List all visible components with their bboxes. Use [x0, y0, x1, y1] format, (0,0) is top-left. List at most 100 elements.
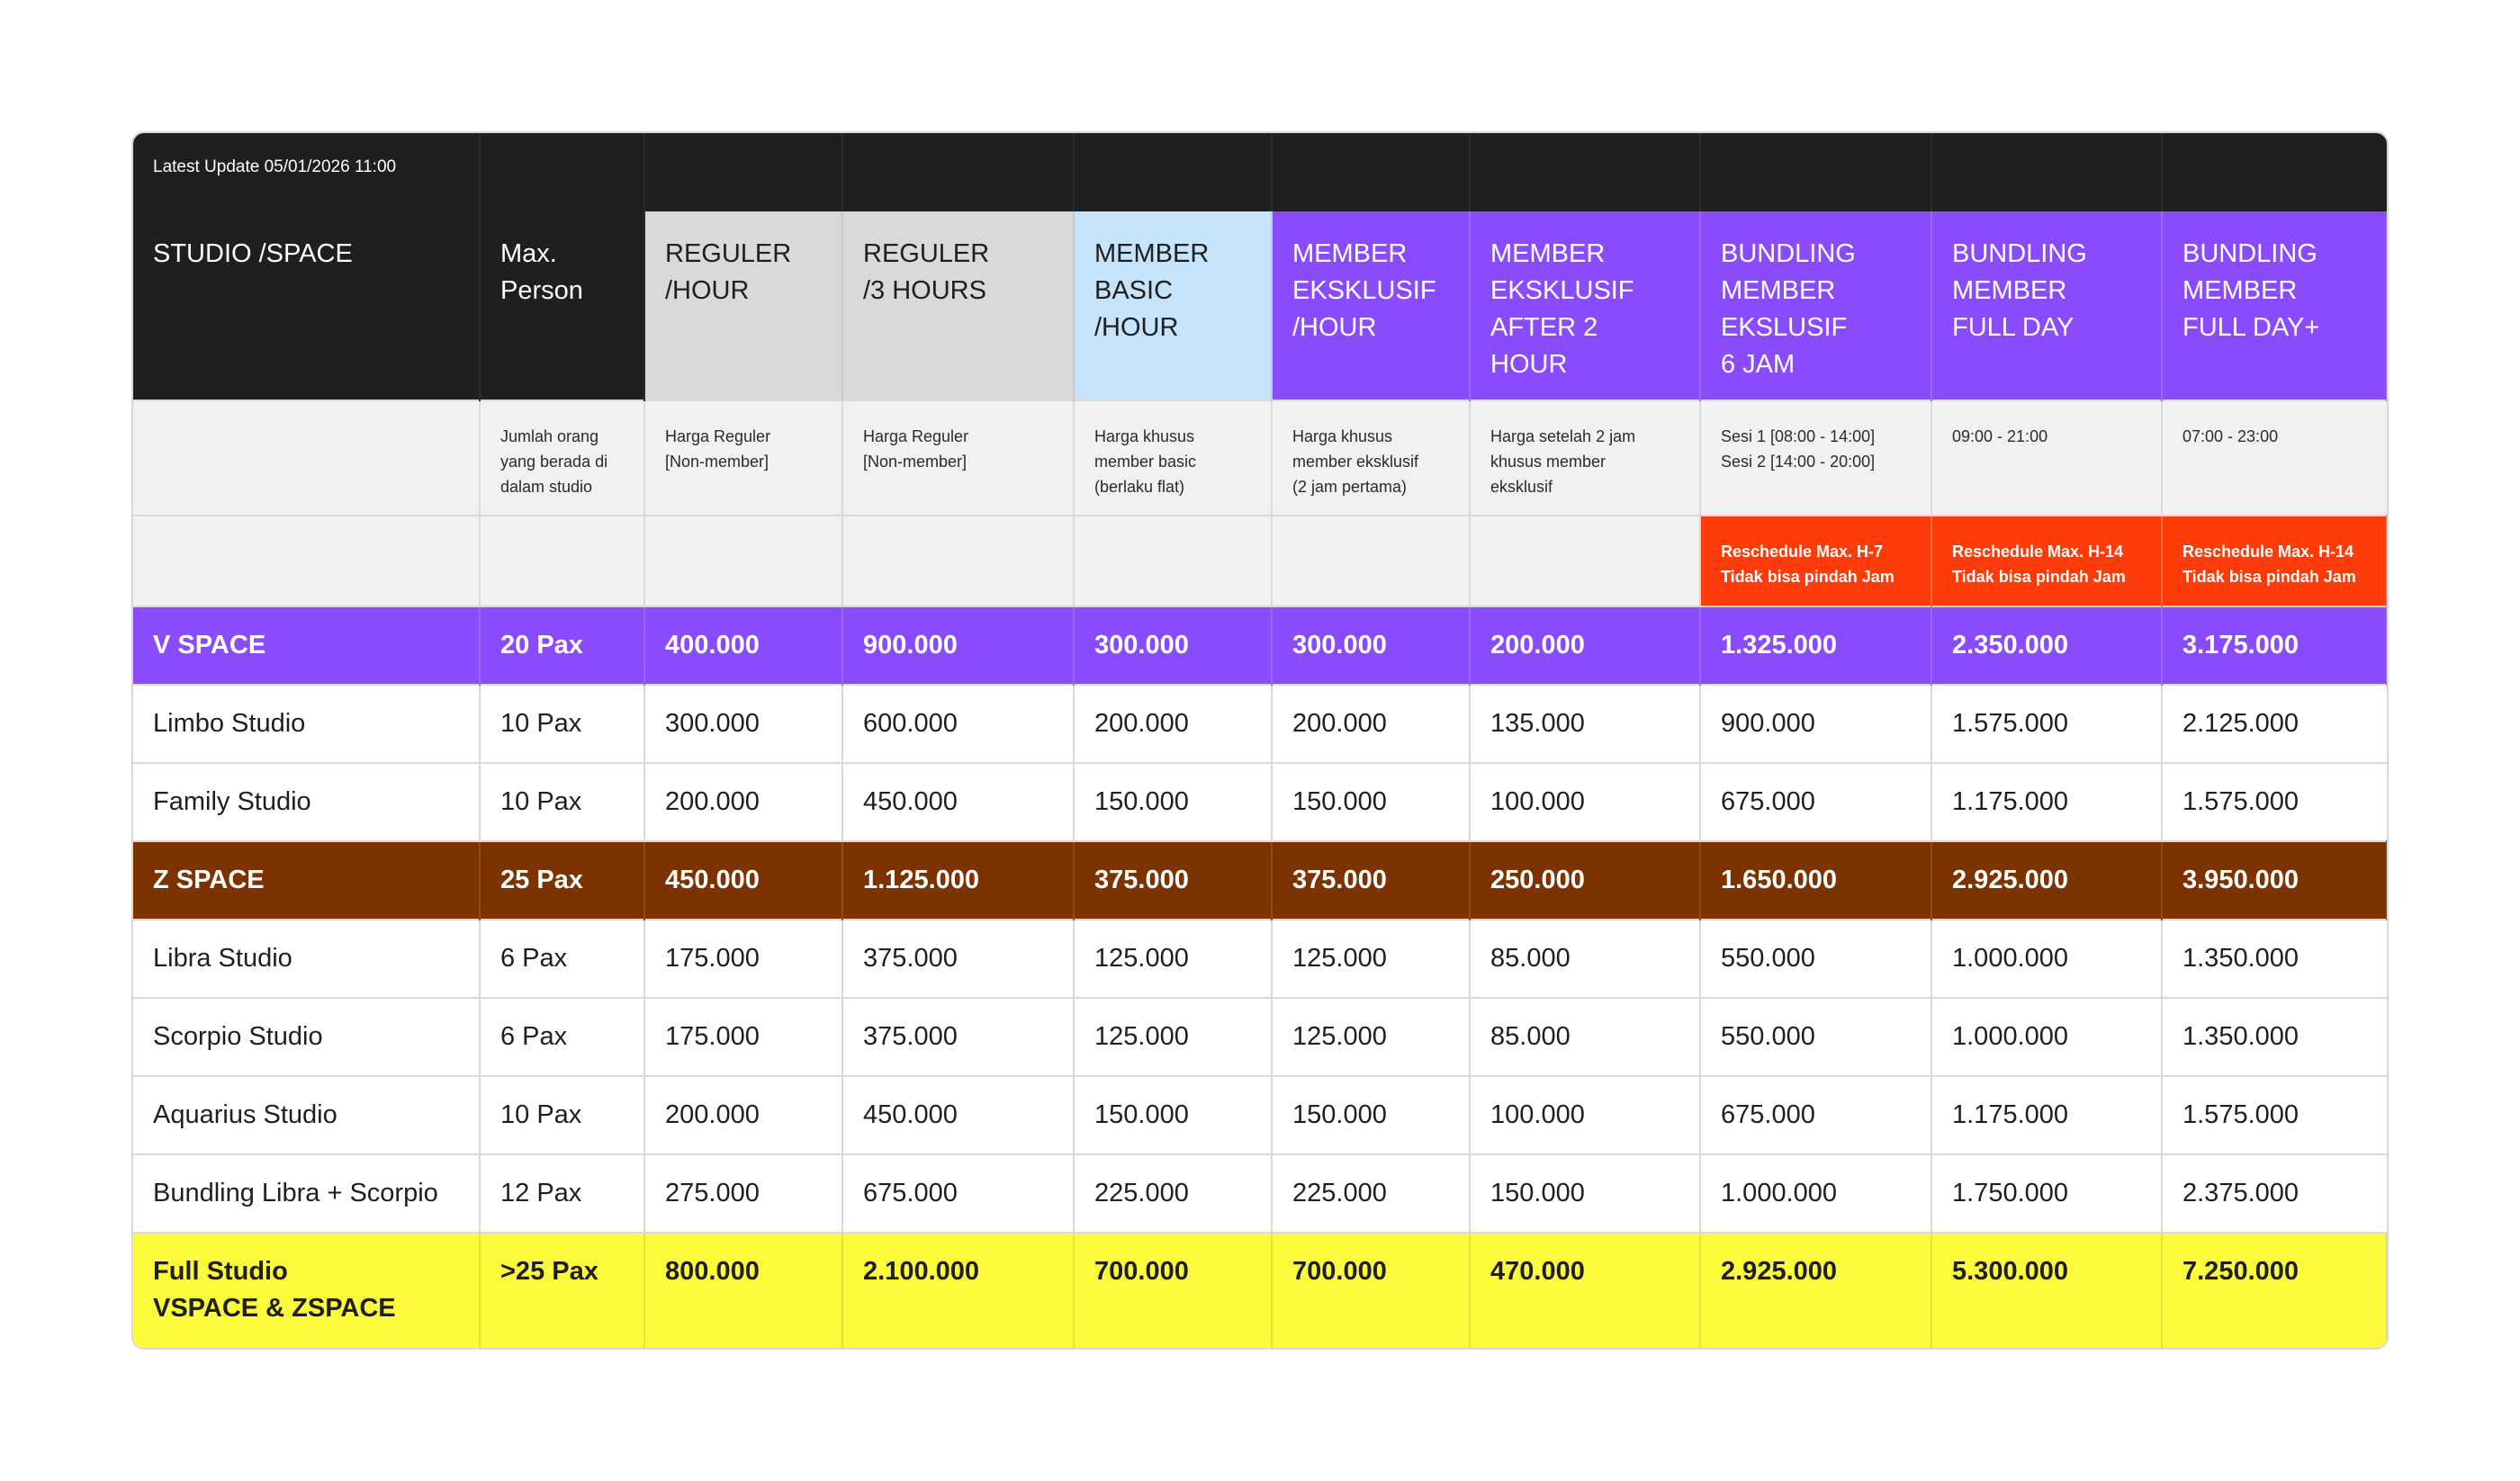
table-row-libra-studio: Libra Studio 6 Pax 175.000 375.000 125.0…: [133, 920, 2387, 998]
header-bundling-full-day: BUNDLING MEMBER FULL DAY: [1931, 211, 2163, 400]
table-cell: 1.350.000: [2182, 944, 2300, 973]
table-cell: 175.000: [644, 920, 843, 998]
studio-name: Aquarius Studio: [133, 1076, 481, 1154]
table-cell: 2.375.000: [2182, 1179, 2300, 1207]
table-cell: 1.000.000: [1700, 1154, 1932, 1233]
desc-max-person: Jumlah orang yang berada di dalam studio: [480, 400, 645, 516]
table-cell: 1.175.000: [1931, 763, 2163, 841]
studio-name: Limbo Studio: [133, 685, 481, 763]
header-bundling-6-jam: BUNDLING MEMBER EKSLUSIF 6 JAM: [1700, 211, 1932, 400]
table-cell: 20 Pax: [480, 606, 645, 685]
studio-name: Z SPACE: [133, 841, 481, 920]
table-cell: 2.100.000: [842, 1233, 1075, 1348]
table-cell: 2.350.000: [1931, 606, 2163, 685]
table-cell: 450.000: [644, 841, 843, 920]
table-cell: 125.000: [1272, 920, 1471, 998]
table-cell: 2.925.000: [1700, 1233, 1932, 1348]
table-cell: 100.000: [1470, 1076, 1701, 1154]
table-cell: 225.000: [1272, 1154, 1471, 1233]
desc-bundling-6-jam: Sesi 1 [08:00 - 14:00] Sesi 2 [14:00 - 20…: [1700, 400, 1932, 516]
table-cell: 175.000: [644, 998, 843, 1076]
table-cell: 150.000: [1074, 763, 1273, 841]
table-cell: 200.000: [644, 1076, 843, 1154]
table-cell: 25 Pax: [480, 841, 645, 920]
header-member-basic: MEMBER BASIC/HOUR: [1074, 211, 1273, 400]
table-cell: 135.000: [1470, 685, 1701, 763]
table-cell: 900.000: [842, 606, 1075, 685]
table-cell: 10 Pax: [480, 763, 645, 841]
table-cell: 375.000: [842, 998, 1075, 1076]
table-cell: 700.000: [1074, 1233, 1273, 1348]
table-cell: 1.750.000: [1931, 1154, 2163, 1233]
table-cell: 375.000: [842, 920, 1075, 998]
header-bundling-full-day-plus: BUNDLING MEMBER FULL DAY+: [2162, 211, 2387, 400]
table-cell: 1.125.000: [842, 841, 1075, 920]
table-cell: 125.000: [1272, 998, 1471, 1076]
table-cell: 5.300.000: [1931, 1233, 2163, 1348]
table-row-aquarius-studio: Aquarius Studio 10 Pax 200.000 450.000 1…: [133, 1076, 2387, 1154]
table-cell: 200.000: [644, 763, 843, 841]
studio-name: Libra Studio: [133, 920, 481, 998]
table-cell: 300.000: [1074, 606, 1273, 685]
table-row-z-space: Z SPACE 25 Pax 450.000 1.125.000 375.000…: [133, 841, 2387, 920]
table-cell: 675.000: [1700, 763, 1932, 841]
pricing-table: Latest Update 05/01/2026 11:00 STUDIO /S…: [133, 133, 2387, 1348]
table-cell: 550.000: [1700, 998, 1932, 1076]
header-row: STUDIO /SPACE Max. Person REGULER/HOUR RE…: [133, 211, 2387, 400]
table-cell: 3.175.000: [2162, 606, 2387, 685]
header-studio: STUDIO /SPACE: [133, 211, 481, 400]
table-cell: 150.000: [1272, 763, 1471, 841]
studio-name: Scorpio Studio: [133, 998, 481, 1076]
desc-member-basic: Harga khusus member basic (berlaku flat): [1074, 400, 1273, 516]
table-cell: 125.000: [1074, 998, 1273, 1076]
table-cell: 12 Pax: [480, 1154, 645, 1233]
studio-name: V SPACE: [133, 606, 481, 685]
table-row-bundling-libra-scorpio: Bundling Libra + Scorpio 12 Pax 275.000 …: [133, 1154, 2387, 1233]
table-cell: 1.175.000: [1931, 1076, 2163, 1154]
table-cell: 375.000: [1074, 841, 1273, 920]
header-reguler-3-hours: REGULER/3 HOURS: [842, 211, 1075, 400]
table-cell: 200.000: [1470, 606, 1701, 685]
table-cell: 275.000: [644, 1154, 843, 1233]
table-cell: 6 Pax: [480, 920, 645, 998]
header-member-eksklusif: MEMBER EKSKLUSIF/HOUR: [1272, 211, 1471, 400]
table-cell: 150.000: [1272, 1076, 1471, 1154]
table-cell: 6 Pax: [480, 998, 645, 1076]
update-row: Latest Update 05/01/2026 11:00: [133, 133, 2387, 211]
table-cell: 400.000: [644, 606, 843, 685]
table-cell: 1.350.000: [2182, 1022, 2300, 1051]
desc-reguler-3-hours: Harga Reguler [Non-member]: [842, 400, 1075, 516]
table-cell: 100.000: [1470, 763, 1701, 841]
table-cell: 470.000: [1470, 1233, 1701, 1348]
desc-member-after-2-hour: Harga setelah 2 jam khusus member eksklusi…: [1470, 400, 1701, 516]
table-cell: 1.325.000: [1700, 606, 1932, 685]
table-cell: 675.000: [1700, 1076, 1932, 1154]
table-cell: 2.925.000: [1931, 841, 2163, 920]
table-row-scorpio-studio: Scorpio Studio 6 Pax 175.000 375.000 125…: [133, 998, 2387, 1076]
table-row-full-studio: Full Studio VSPACE & ZSPACE >25 Pax 800.0…: [133, 1233, 2387, 1348]
note-bundling-full-day: Reschedule Max. H-14 Tidak bisa pindah Ja…: [1931, 516, 2163, 606]
desc-bundling-full-day-plus: 07:00 - 23:00: [2182, 427, 2279, 445]
desc-reguler-hour: Harga Reguler [Non-member]: [644, 400, 843, 516]
table-cell: 1.575.000: [2182, 787, 2300, 816]
latest-update-label: Latest Update 05/01/2026 11:00: [133, 133, 481, 211]
pricing-table-card: Latest Update 05/01/2026 11:00 STUDIO /S…: [131, 131, 2389, 1350]
table-row-v-space: V SPACE 20 Pax 400.000 900.000 300.000 3…: [133, 606, 2387, 685]
table-cell: 900.000: [1700, 685, 1932, 763]
studio-name: Full Studio VSPACE & ZSPACE: [133, 1233, 481, 1348]
header-member-after-2-hour: MEMBER EKSKLUSIF AFTER 2 HOUR: [1470, 211, 1701, 400]
table-cell: 7.250.000: [2162, 1233, 2387, 1348]
table-cell: 1.000.000: [1931, 998, 2163, 1076]
description-row: Jumlah orang yang berada di dalam studio H…: [133, 400, 2387, 516]
table-row-limbo-studio: Limbo Studio 10 Pax 300.000 600.000 200.…: [133, 685, 2387, 763]
table-cell: 300.000: [1272, 606, 1471, 685]
header-max-person: Max. Person: [480, 211, 645, 400]
table-cell: 375.000: [1272, 841, 1471, 920]
table-cell: 1.575.000: [2182, 1100, 2300, 1129]
table-row-family-studio: Family Studio 10 Pax 200.000 450.000 150…: [133, 763, 2387, 841]
table-cell: 125.000: [1074, 920, 1273, 998]
table-cell: 450.000: [842, 1076, 1075, 1154]
note-bundling-full-day-plus: Reschedule Max. H-14 Tidak bisa pindah Ja…: [2162, 516, 2387, 606]
table-cell: 600.000: [842, 685, 1075, 763]
desc-bundling-full-day: 09:00 - 21:00: [1931, 400, 2163, 516]
